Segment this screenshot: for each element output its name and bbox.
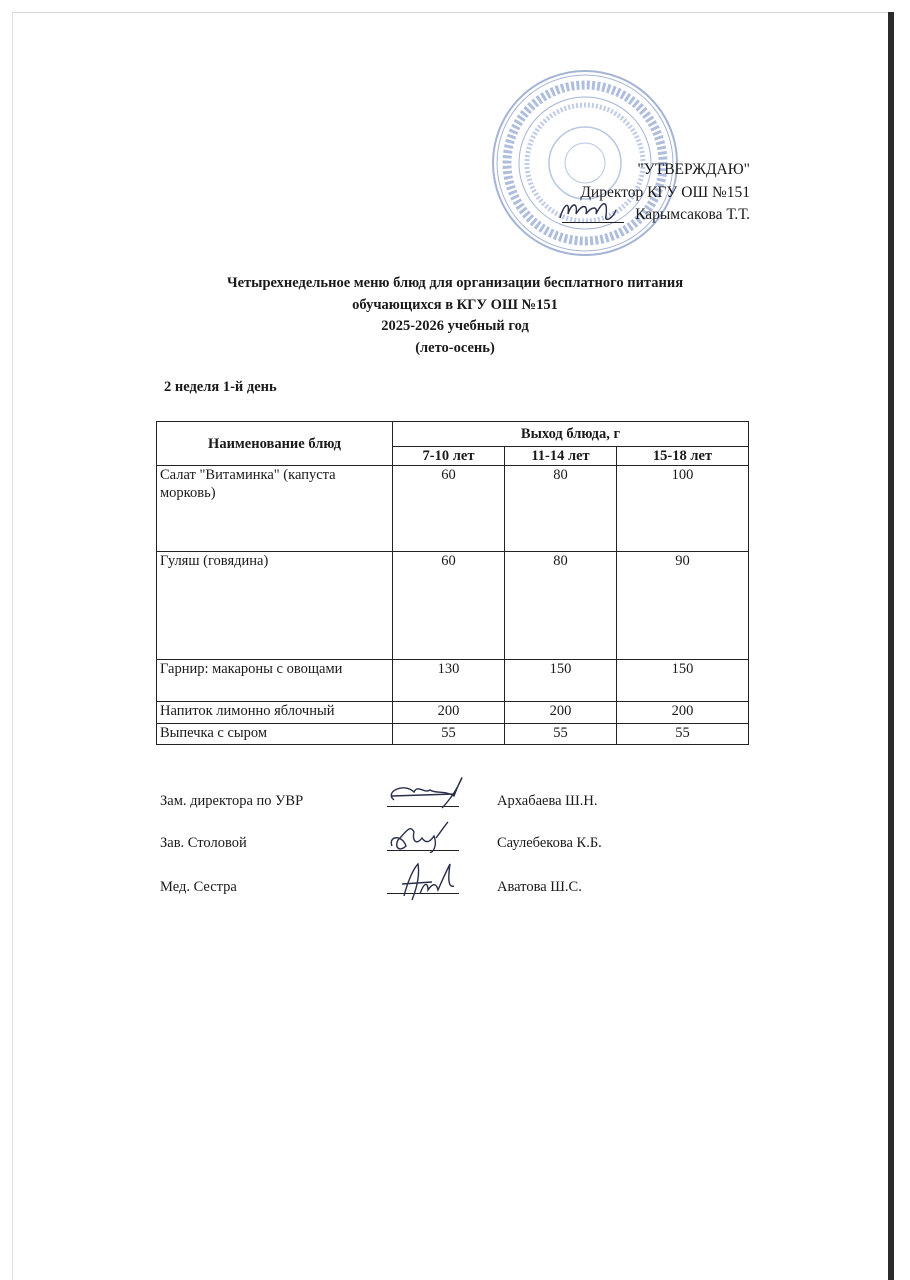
column-header-yield: Выход блюда, г [392, 421, 749, 447]
signature-line [387, 850, 459, 851]
yield-value: 100 [616, 465, 749, 552]
signature [390, 777, 463, 809]
column-header-age: 15-18 лет [616, 446, 749, 466]
signature-line [562, 222, 624, 223]
signature-line [387, 806, 459, 807]
yield-value: 55 [616, 723, 749, 745]
signature [401, 862, 455, 901]
doc-title-line1: Четырехнедельное меню блюд для организац… [226, 275, 684, 291]
approval-position: Директор КГУ ОШ №151 [580, 184, 750, 201]
dish-name: Выпечка с сыром [156, 723, 393, 745]
yield-value: 200 [392, 701, 505, 724]
dish-name: Гарнир: макароны с овощами [156, 659, 393, 702]
column-header-dish: Наименование блюд [156, 421, 393, 466]
signature [390, 821, 449, 853]
yield-value: 55 [392, 723, 505, 745]
doc-title-line4: (лето-осень) [415, 340, 495, 356]
table-row: Выпечка с сыром 55 55 55 [156, 723, 749, 745]
yield-value: 60 [392, 465, 505, 552]
signatory-role: Зав. Столовой [160, 835, 247, 851]
yield-value: 80 [504, 465, 617, 552]
table-row: Гарнир: макароны с овощами 130 150 150 [156, 659, 749, 702]
official-stamp [492, 70, 678, 256]
yield-value: 200 [616, 701, 749, 724]
yield-value: 90 [616, 551, 749, 660]
page-edge [888, 12, 894, 1280]
table-header-row: Наименование блюд Выход блюда, г [156, 421, 749, 466]
page-edge [12, 12, 892, 13]
dish-name: Салат "Витаминка" (капуста морковь) [156, 465, 393, 552]
yield-value: 80 [504, 551, 617, 660]
yield-value: 150 [504, 659, 617, 702]
column-header-age: 11-14 лет [504, 446, 617, 466]
director-signature [559, 203, 617, 221]
yield-value: 200 [504, 701, 617, 724]
table-row: Салат "Витаминка" (капуста морковь) 60 8… [156, 465, 749, 552]
dish-name: Гуляш (говядина) [156, 551, 393, 660]
table-row: Гуляш (говядина) 60 80 90 [156, 551, 749, 660]
table-subheader-row: 7-10 лет 11-14 лет 15-18 лет [157, 446, 749, 466]
yield-value: 55 [504, 723, 617, 745]
signatory-role: Зам. директора по УВР [160, 793, 304, 809]
yield-value: 130 [392, 659, 505, 702]
signature-line [387, 893, 459, 894]
day-label: 2 неделя 1-й день [164, 379, 277, 395]
table-row: Напиток лимонно яблочный 200 200 200 [156, 701, 749, 724]
menu-table: Наименование блюд Выход блюда, г 7-10 ле… [156, 421, 749, 745]
signatory-name: Архабаева Ш.Н. [497, 793, 598, 809]
yield-value: 60 [392, 551, 505, 660]
doc-title-line2: обучающихся в КГУ ОШ №151 [352, 297, 558, 313]
doc-title-line3: 2025-2026 учебный год [381, 318, 529, 334]
signatory-name: Саулебекова К.Б. [497, 835, 602, 851]
column-header-age: 7-10 лет [392, 446, 505, 466]
page-edge [12, 12, 13, 1280]
yield-value: 150 [616, 659, 749, 702]
dish-name: Напиток лимонно яблочный [156, 701, 393, 724]
approval-name: Карымсакова Т.Т. [635, 206, 750, 223]
signatory-role: Мед. Сестра [160, 879, 237, 895]
signatory-name: Аватова Ш.С. [497, 879, 582, 895]
approval-heading: "УТВЕРЖДАЮ" [637, 161, 750, 178]
